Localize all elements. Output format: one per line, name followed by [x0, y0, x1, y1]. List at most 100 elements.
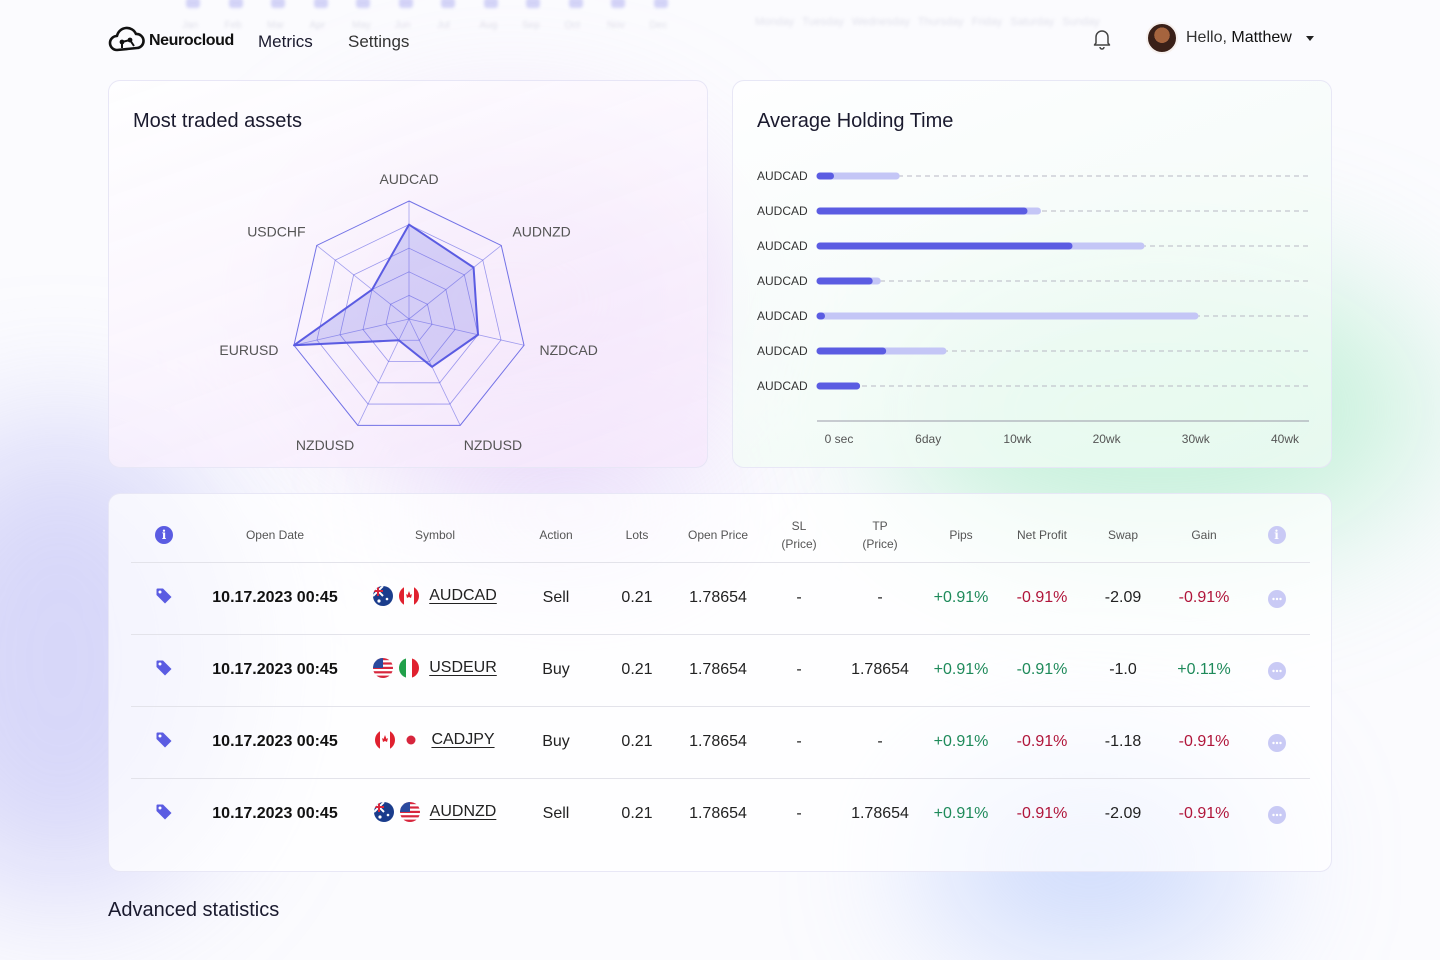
chat-icon[interactable] [1267, 662, 1286, 680]
radar-chart: AUDCAD AUDNZD NZDCAD NZDUSD NZDUSD EURUSD USDC… [219, 171, 597, 453]
lots-cell: 0.21 [595, 634, 679, 707]
symbol-group: AUDCAD [373, 585, 497, 606]
ghost-bar [186, 0, 200, 8]
nav-metrics[interactable]: Metrics [258, 32, 313, 51]
col-pips-header[interactable]: Pips [919, 508, 1003, 563]
col-info-header: i [131, 508, 197, 563]
symbol-link[interactable]: AUDNZD [429, 802, 497, 820]
sl-cell: - [796, 805, 802, 823]
flag-au-icon [373, 585, 394, 606]
symbol-link[interactable]: USDEUR [429, 658, 497, 676]
ghost-bar [611, 0, 625, 8]
advanced-statistics-title: Advanced statistics [108, 899, 280, 921]
header-label: Open Price [687, 527, 749, 542]
table-row[interactable]: 10.17.2023 00:45 AUDCAD Sell 0.21 1.78654- - +… [131, 562, 1310, 635]
symbol-group: USDEUR [373, 657, 497, 678]
chat-cell [1243, 634, 1310, 707]
table-header-row: i Open Date Symbol Action Lots Open Price SL (P… [131, 508, 1310, 563]
tag-cell [131, 634, 197, 707]
open-date-cell: 10.17.2023 00:45 [212, 805, 338, 823]
chat-cell [1243, 778, 1310, 850]
app-logo[interactable]: Neurocloud [108, 26, 234, 56]
radar-ring [362, 271, 456, 362]
table-row[interactable]: 10.17.2023 00:45 AUDNZD Sell 0.21 1.78654 - 1.… [131, 778, 1310, 850]
lots-cell: 0.21 [595, 562, 679, 635]
ghost-bar [441, 0, 455, 8]
tag-icon[interactable] [155, 588, 173, 609]
header-label: SL [791, 518, 807, 533]
bell-icon[interactable] [1092, 28, 1112, 55]
chat-icon[interactable] [1267, 590, 1286, 608]
header-label: Net Profit [1016, 527, 1067, 542]
table-row[interactable]: 10.17.2023 00:45 CADJPY Buy 0.21 1.78654- - +0… [131, 706, 1310, 779]
background-chart-strip: Jan Feb Mar Apr May Jun Jul Aug Sep Oct Nov Dec Mond… [110, 0, 1340, 36]
chat-cell [1243, 562, 1310, 635]
holding-category-label: AUDCAD [757, 344, 808, 358]
header-label: Action [539, 527, 573, 542]
ghost-bar [653, 0, 668, 8]
flag-ca-icon [375, 729, 396, 750]
gain-cell: +0.11% [1165, 634, 1243, 707]
swap-cell: -1.18 [1081, 706, 1165, 779]
col-symbol-header[interactable]: Symbol [353, 508, 517, 563]
tag-icon[interactable] [155, 732, 173, 753]
gain-cell: -0.91% [1165, 706, 1243, 779]
info-icon[interactable]: i [155, 525, 173, 544]
col-tp-header[interactable]: TP (Price) [841, 508, 919, 563]
holding-category-label: AUDCAD [757, 309, 808, 323]
ghost-bar [526, 0, 540, 8]
ghost-legend-item: Monday [755, 16, 795, 28]
holding-category-label: AUDCAD [757, 379, 808, 393]
col-action-header[interactable]: Action [517, 508, 595, 563]
chevron-down-icon[interactable] [1305, 35, 1314, 41]
holding-title: Average Holding Time [757, 110, 954, 132]
open-price-cell: 1.78654 [679, 634, 757, 707]
col-open-date-header[interactable]: Open Date [197, 508, 353, 563]
net-profit-cell: -0.91% [1003, 706, 1081, 779]
holding-category-label: AUDCAD [757, 239, 808, 253]
chat-icon[interactable] [1267, 806, 1286, 825]
col-lots-header[interactable]: Lots [595, 508, 679, 563]
open-date-cell: 10.17.2023 00:45 [197, 634, 353, 707]
chat-cell [1243, 706, 1310, 779]
user-menu[interactable]: Hello, Matthew [1146, 22, 1314, 54]
app-name: Neurocloud [149, 32, 234, 49]
user-name: Matthew [1231, 29, 1292, 46]
radar-ring [293, 200, 525, 426]
col-open-price-header[interactable]: Open Price [679, 508, 757, 563]
radar-axis-label: NZDUSD [464, 437, 522, 453]
col-net-profit-header[interactable]: Net Profit [1003, 508, 1081, 563]
radar-ring [339, 247, 479, 384]
col-gain-header[interactable]: Gain [1165, 508, 1243, 563]
radar-axis-label: NZDUSD [296, 437, 354, 453]
holding-x-tick: 30wk [1182, 432, 1211, 446]
holding-x-tick: 6day [915, 432, 941, 446]
symbol-link[interactable]: AUDCAD [429, 586, 497, 604]
tag-icon[interactable] [155, 804, 173, 825]
radar-axis-label: EURUSD [219, 342, 278, 358]
avatar [1146, 22, 1178, 54]
symbol-link[interactable]: CADJPY [431, 730, 495, 748]
radar-axis-label: AUDCAD [379, 171, 438, 187]
tp-cell: 1.78654 [851, 805, 909, 823]
ghost-month-label: Aug [479, 20, 498, 31]
info-icon[interactable]: i [1267, 525, 1286, 544]
ghost-month-label: Dec [649, 20, 668, 31]
radar-spoke [293, 318, 410, 346]
net-profit-cell: -0.91% [1003, 634, 1081, 707]
ghost-bar [356, 0, 370, 8]
radar-spoke [408, 318, 461, 426]
symbol-group: CADJPY [375, 729, 495, 750]
radar-axis-label: USDCHF [247, 224, 305, 240]
open-price-cell: 1.78654 [689, 805, 747, 823]
sl-cell: - [757, 634, 841, 707]
col-swap-header[interactable]: Swap [1081, 508, 1165, 563]
ghost-bar [568, 0, 583, 8]
action-cell: Buy [517, 634, 595, 707]
col-sl-header[interactable]: SL (Price) [757, 508, 841, 563]
gain-cell: -0.91% [1165, 562, 1243, 635]
nav-settings[interactable]: Settings [348, 32, 410, 51]
chat-icon[interactable] [1267, 734, 1286, 752]
table-row[interactable]: 10.17.2023 00:45 USDEUR Buy 0.21 1.78654-1.7… [131, 634, 1310, 707]
tag-icon[interactable] [155, 660, 173, 681]
